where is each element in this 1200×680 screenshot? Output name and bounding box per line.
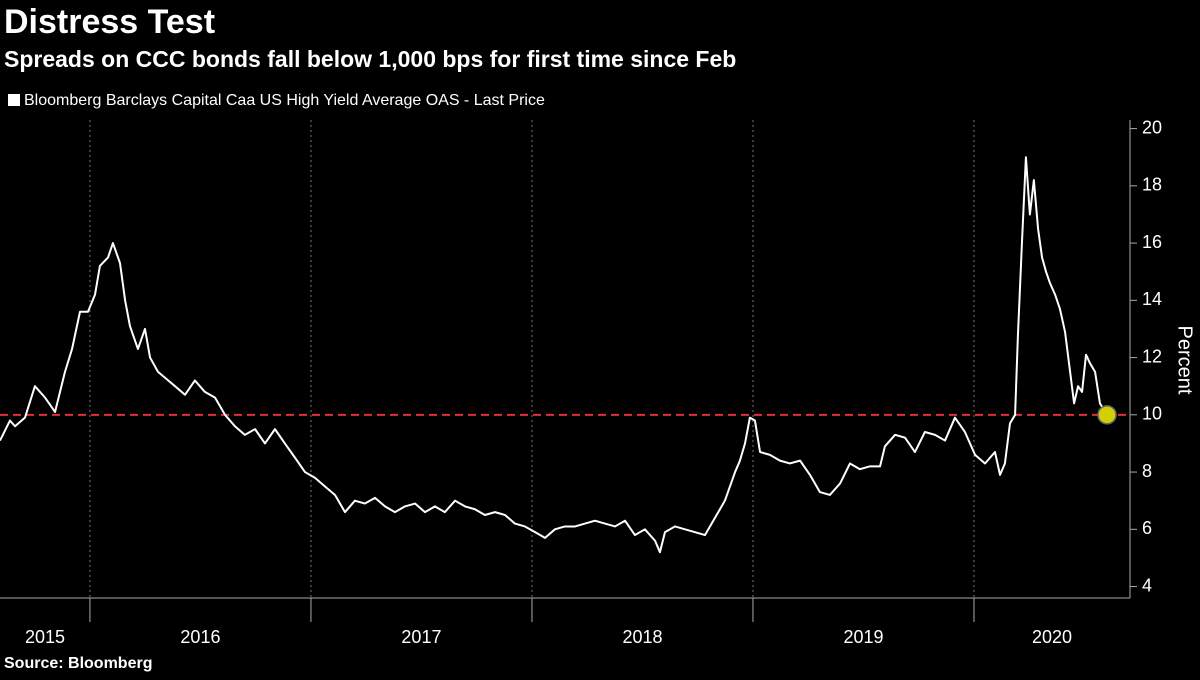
y-tick-label: 14 [1142,289,1162,309]
x-tick-label: 2016 [180,627,220,647]
source: Source: Bloomberg [4,655,152,672]
chart-subtitle: Spreads on CCC bonds fall below 1,000 bp… [4,46,736,72]
x-tick-label: 2017 [401,627,441,647]
legend-swatch [8,94,20,106]
x-tick-label: 2019 [843,627,883,647]
y-tick-label: 8 [1142,461,1152,481]
y-tick-label: 4 [1142,575,1152,595]
data-line [0,156,1108,554]
y-tick-label: 10 [1142,404,1162,424]
x-tick-label: 2020 [1032,627,1072,647]
x-tick-label: 2018 [622,627,662,647]
x-tick-label: 2015 [25,627,65,647]
y-tick-label: 20 [1142,117,1162,137]
chart-title: Distress Test [4,3,215,41]
legend-label: Bloomberg Barclays Capital Caa US High Y… [24,92,545,109]
y-tick-label: 6 [1142,518,1152,538]
highlight-marker [1097,405,1117,425]
y-tick-label: 12 [1142,346,1162,366]
y-tick-label: 16 [1142,232,1162,252]
y-tick-label: 18 [1142,175,1162,195]
y-axis-label: Percent [1174,326,1196,395]
